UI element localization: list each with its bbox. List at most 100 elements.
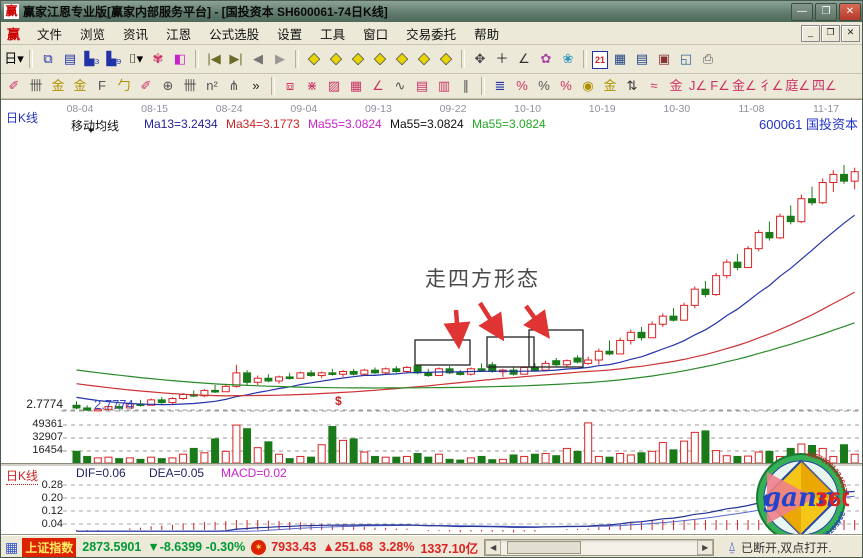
- scroll-right-arrow[interactable]: ▶: [697, 539, 714, 555]
- spiral-icon[interactable]: 勹: [117, 78, 131, 93]
- pattern-brain-icon[interactable]: ❀: [562, 51, 574, 66]
- gold-ratio-icon[interactable]: 金: [73, 78, 87, 93]
- index-name-badge[interactable]: 上证指数: [22, 537, 77, 557]
- time-ruler-icon[interactable]: 卌: [29, 78, 43, 93]
- quote-grid-icon[interactable]: ▦: [5, 538, 19, 555]
- walk-angle-icon[interactable]: 彳∠: [758, 78, 784, 93]
- gold-section-icon[interactable]: 金: [51, 78, 65, 93]
- crosshair-icon[interactable]: ＋: [495, 51, 509, 66]
- save-icon[interactable]: ▣: [657, 51, 671, 66]
- channel-icon[interactable]: ∥: [462, 78, 470, 93]
- candle-style-button[interactable]: ⌷▾: [128, 51, 144, 66]
- minimize-button[interactable]: —: [791, 2, 813, 21]
- gold-circle-icon[interactable]: ◉: [582, 78, 594, 93]
- info-panel-icon[interactable]: ▤: [63, 51, 77, 66]
- court-angle-icon[interactable]: 庭∠: [785, 78, 810, 93]
- percent-line-icon[interactable]: %: [560, 78, 572, 93]
- gann-tool-5-button[interactable]: ◆: [396, 50, 408, 68]
- volume-bar: [402, 455, 411, 464]
- menu-item-2[interactable]: 资讯: [123, 27, 149, 42]
- first-page-button[interactable]: |◀: [207, 51, 221, 66]
- angle-brush-icon[interactable]: ✐: [140, 78, 152, 93]
- wave-icon[interactable]: ∿: [394, 78, 406, 93]
- volume-bar: [488, 459, 497, 464]
- gann-tool-4-button[interactable]: ◆: [374, 50, 386, 68]
- n-square-icon[interactable]: n²: [206, 78, 218, 93]
- notepad-icon[interactable]: ▤: [635, 51, 649, 66]
- gann-tool-2-button[interactable]: ◆: [330, 50, 342, 68]
- volume-bar: [637, 452, 646, 464]
- calculator-icon[interactable]: ▦: [613, 51, 627, 66]
- gold-angle-icon[interactable]: 金: [669, 78, 683, 93]
- fan-lines-icon[interactable]: ∠: [372, 78, 384, 93]
- fan-rays-icon[interactable]: ⋇: [306, 78, 318, 93]
- horizontal-scrollbar[interactable]: ◀ ▶: [484, 538, 715, 556]
- gann-box-icon[interactable]: ⧈: [285, 78, 295, 93]
- four-angle-icon[interactable]: 四∠: [811, 78, 837, 93]
- wave2-icon[interactable]: ≈: [650, 78, 658, 93]
- chart-area[interactable]: 日K线 08-04 08-15 08-24 09-04 09-13 09-22 10-10 1…: [1, 99, 862, 545]
- connection-icon[interactable]: ⍙: [728, 539, 736, 554]
- percent-triangle-icon[interactable]: %: [516, 78, 528, 93]
- fibonacci-icon[interactable]: F: [98, 78, 106, 93]
- mdi-close-button[interactable]: ✕: [841, 24, 860, 42]
- print-icon[interactable]: ⎙: [702, 51, 714, 66]
- next-page-button[interactable]: ▶: [275, 51, 285, 66]
- menu-item-3[interactable]: 江恩: [166, 27, 192, 42]
- volume-bar: [562, 447, 571, 464]
- kline-period-button[interactable]: 日▾: [4, 51, 24, 66]
- percent-icon[interactable]: %: [538, 78, 550, 93]
- menu-item-4[interactable]: 公式选股: [209, 27, 260, 42]
- bars-9-icon[interactable]: ▙₉: [106, 51, 122, 66]
- gann-square-icon[interactable]: ▨: [327, 78, 341, 93]
- candle: [648, 321, 657, 339]
- last-page-button[interactable]: ▶|: [229, 51, 243, 66]
- stats-icon[interactable]: ≣: [494, 78, 506, 93]
- mdi-restore-button[interactable]: ❐: [821, 24, 840, 42]
- calendar-icon[interactable]: 21: [592, 50, 608, 69]
- menu-item-0[interactable]: 文件: [37, 27, 63, 42]
- menu-item-9[interactable]: 帮助: [474, 27, 500, 42]
- gold-line-icon[interactable]: 金: [603, 78, 617, 93]
- gann-tool-6-button[interactable]: ◆: [418, 50, 430, 68]
- j-angle-icon[interactable]: J∠: [688, 78, 708, 93]
- dif-value: DIF=0.06: [76, 466, 126, 480]
- close-button[interactable]: ✕: [839, 2, 861, 21]
- price-grid-icon[interactable]: ▤: [415, 78, 429, 93]
- menu-item-7[interactable]: 窗口: [363, 27, 389, 42]
- scroll-left-arrow[interactable]: ◀: [485, 539, 502, 555]
- mdi-minimize-button[interactable]: _: [801, 24, 820, 42]
- menu-item-8[interactable]: 交易委托: [406, 27, 457, 42]
- updown-tool-icon[interactable]: ⇅: [626, 78, 638, 93]
- gann-circle-icon[interactable]: ⊕: [162, 78, 174, 93]
- gann-flower-icon[interactable]: ✿: [540, 51, 552, 66]
- draw-brush-icon[interactable]: ✐: [8, 78, 20, 93]
- menu-item-5[interactable]: 设置: [277, 27, 303, 42]
- time-grid-icon[interactable]: ▥: [437, 78, 451, 93]
- prev-page-button[interactable]: ◀: [253, 51, 263, 66]
- gold2-angle-icon[interactable]: 金∠: [732, 78, 757, 93]
- pan-hand-icon[interactable]: ✥: [474, 51, 486, 66]
- scroll-thumb[interactable]: [507, 540, 582, 554]
- pattern-icon[interactable]: ✾: [152, 51, 164, 66]
- menu-item-1[interactable]: 浏览: [80, 27, 106, 42]
- pitchfork-icon[interactable]: ⋔: [228, 78, 240, 93]
- bars-3-icon[interactable]: ▙₃: [84, 51, 100, 66]
- f-angle-icon[interactable]: F∠: [710, 78, 730, 93]
- region-zoom-icon[interactable]: ⧉: [43, 51, 53, 66]
- gann-grid-icon[interactable]: ▦: [349, 78, 363, 93]
- network-icon[interactable]: ◱: [679, 51, 693, 66]
- volume-bar: [179, 453, 188, 464]
- histogram-icon[interactable]: ◧: [173, 51, 187, 66]
- ma-legend-item: Ma13=3.2434: [144, 117, 218, 131]
- gann-tool-1-button[interactable]: ◆: [308, 50, 320, 68]
- menu-item-6[interactable]: 工具: [320, 27, 346, 42]
- angle-tool-icon[interactable]: ∠: [518, 51, 530, 66]
- volume-bar: [93, 457, 102, 464]
- restore-button[interactable]: ❐: [815, 2, 837, 21]
- more-tools-button[interactable]: »: [252, 78, 260, 93]
- gann-tool-3-button[interactable]: ◆: [352, 50, 364, 68]
- price-ruler-icon[interactable]: 卌: [183, 78, 197, 93]
- candle: [264, 374, 273, 383]
- gann-tool-7-button[interactable]: ◆: [440, 50, 452, 68]
